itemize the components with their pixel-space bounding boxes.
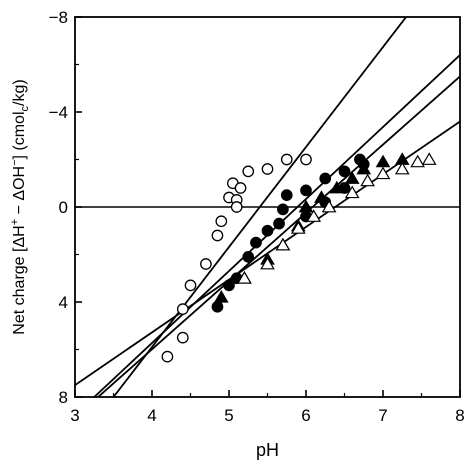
filled-circle-point [300, 184, 312, 197]
open-triangle-point [410, 154, 425, 168]
open-triangle-point [375, 166, 391, 180]
data-points [161, 152, 437, 363]
filled-triangle-point [314, 190, 329, 203]
x-axis-title: pH [256, 440, 279, 460]
y-tick-label: 0 [59, 198, 68, 217]
filled-circle-point [338, 165, 351, 178]
open-circle-point [200, 258, 212, 270]
x-tick-label: 4 [147, 406, 156, 425]
filled-circle-point [211, 300, 224, 313]
y-title-sup1: + [9, 219, 21, 225]
filled-triangle-point [298, 199, 314, 213]
y-title-prefix: Net charge [ΔH [11, 225, 28, 334]
open-circle-point [280, 153, 293, 166]
filled-triangle-point [356, 161, 372, 175]
filled-circle-point [277, 203, 289, 216]
filled-circle-point [242, 251, 255, 263]
open-circle-point [176, 331, 189, 344]
open-circle-point [176, 303, 189, 315]
open-triangle-point [290, 221, 306, 234]
filled-circle-point [280, 189, 293, 201]
open-circle-point [261, 163, 274, 175]
open-triangle-point [237, 271, 252, 284]
filled-triangle-point [344, 171, 360, 184]
open-triangle-point [260, 256, 275, 270]
y-title-sup2: − [9, 159, 21, 165]
filled-circle-point [223, 279, 235, 292]
open-triangle-point [306, 209, 322, 222]
y-tick-label: −8 [49, 8, 68, 27]
y-title-mid: − ΔOH [11, 166, 28, 219]
x-tick-label: 8 [455, 406, 464, 425]
x-tick-label: 6 [301, 406, 310, 425]
x-tick-label: 7 [378, 406, 387, 425]
open-triangle-point [321, 199, 337, 213]
filled-triangle-point [329, 180, 345, 194]
y-tick-label: 4 [59, 293, 68, 312]
y-title-suffix: /kg) [11, 79, 28, 106]
open-triangle-point [344, 185, 360, 199]
fit-line [97, 75, 460, 397]
open-circle-point [161, 350, 174, 363]
filled-circle-point [250, 236, 262, 249]
y-axis-title: Net charge [ΔH+ − ΔOH−] (cmolc/kg) [9, 79, 31, 334]
filled-circle-point [261, 224, 274, 237]
open-triangle-point [394, 161, 410, 175]
open-triangle-point [275, 237, 291, 251]
open-circle-point [215, 215, 228, 228]
filled-circle-point [319, 172, 332, 185]
x-tick-label: 3 [70, 406, 79, 425]
open-circle-point [234, 182, 247, 194]
open-circle-point [230, 201, 243, 213]
open-circle-point [300, 153, 312, 166]
open-circle-point [242, 165, 255, 178]
y-tick-label: −4 [49, 103, 68, 122]
filled-circle-point [273, 217, 285, 230]
filled-triangle-point [213, 290, 229, 303]
filled-triangle-point [375, 154, 391, 168]
y-title-sub: c [19, 105, 31, 111]
open-triangle-point [421, 152, 437, 165]
open-circle-point [184, 279, 197, 292]
ticks: 3 4 5 6 7 8 −8 −4 0 4 8 [49, 8, 465, 425]
y-tick-label: 8 [59, 388, 68, 407]
open-triangle-point [360, 173, 375, 187]
y-title-bracket: ] (cmol [11, 111, 28, 159]
open-circle-point [211, 229, 224, 242]
x-tick-label: 5 [224, 406, 233, 425]
